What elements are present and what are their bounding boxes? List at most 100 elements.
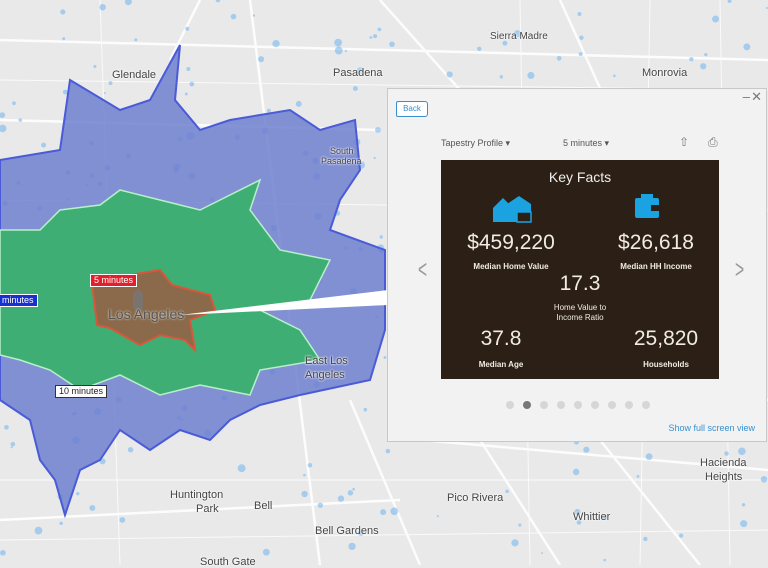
population-dot	[727, 0, 732, 3]
key-facts-card: Key Facts $459,220 Median Home Value $26…	[441, 160, 719, 379]
page-dot-5[interactable]	[574, 401, 582, 409]
page-dot-9[interactable]	[642, 401, 650, 409]
population-dot	[59, 521, 63, 526]
page-dot-8[interactable]	[625, 401, 633, 409]
population-dot	[738, 447, 746, 456]
population-dot	[380, 509, 387, 516]
population-dot	[602, 514, 608, 520]
population-dot	[574, 508, 581, 516]
median-hh-income: $26,618	[618, 231, 694, 254]
infographic-popup: Back – ✕ Tapestry Profile ▾ 5 minutes ▾ …	[387, 88, 767, 442]
population-dot	[740, 520, 748, 528]
median-hh-income-label: Median HH Income	[620, 262, 692, 271]
population-dot	[390, 507, 399, 516]
population-dot	[743, 43, 751, 51]
place-bell-gardens: Bell Gardens	[315, 525, 379, 537]
previous-arrow-icon[interactable]: <	[418, 254, 428, 284]
population-dot	[127, 447, 134, 453]
population-dot	[348, 542, 356, 551]
wallet-icon	[635, 194, 659, 218]
population-dot	[513, 30, 522, 38]
population-dot	[103, 91, 106, 94]
population-dot	[372, 34, 378, 39]
show-full-screen-link[interactable]: Show full screen view	[668, 423, 755, 433]
profile-select[interactable]: Tapestry Profile ▾	[441, 138, 510, 149]
population-dot	[760, 476, 768, 483]
population-dot	[258, 56, 265, 63]
population-dot	[307, 463, 313, 468]
house-icon	[493, 196, 532, 223]
population-dot	[252, 14, 256, 17]
back-button[interactable]: Back	[396, 101, 428, 117]
population-dot	[99, 3, 106, 11]
profile-select-value: Tapestry Profile	[441, 138, 504, 148]
chevron-down-icon: ▾	[505, 138, 511, 148]
print-icon[interactable]: ⎙	[708, 135, 718, 149]
minimize-icon[interactable]: –	[742, 89, 750, 104]
population-dot	[344, 49, 348, 53]
place-east-la-1: East Los	[305, 355, 348, 367]
population-dot	[93, 64, 97, 68]
population-dot	[540, 552, 543, 555]
page-dot-1[interactable]	[506, 401, 514, 409]
home-value-income-ratio: 17.3	[559, 272, 601, 295]
population-dot	[12, 101, 16, 106]
population-dot	[0, 124, 7, 133]
population-dot	[363, 407, 368, 412]
population-dot	[765, 6, 768, 10]
page-dot-4[interactable]	[557, 401, 565, 409]
page-dot-2[interactable]	[523, 401, 531, 409]
population-dot	[237, 464, 246, 473]
chevron-down-icon: ▾	[604, 138, 610, 148]
share-icon[interactable]: ⇧	[679, 135, 690, 149]
population-dot	[119, 517, 126, 523]
population-dot	[373, 156, 376, 160]
place-pasadena: Pasadena	[333, 67, 383, 79]
population-dot	[572, 468, 580, 476]
drive-time-5-minutes	[90, 268, 217, 353]
population-dot	[357, 529, 365, 536]
population-dot	[230, 13, 237, 20]
population-dot	[185, 26, 190, 31]
population-dot	[518, 523, 522, 527]
median-home-value-label: Median Home Value	[473, 262, 549, 271]
population-dot	[375, 127, 381, 133]
median-age-label: Median Age	[478, 360, 524, 369]
label-15-minutes: minutes	[0, 294, 38, 307]
population-dot	[678, 533, 684, 538]
next-arrow-icon[interactable]: >	[735, 254, 745, 284]
population-dot	[556, 55, 562, 61]
page-dot-7[interactable]	[608, 401, 616, 409]
population-dot	[704, 52, 708, 57]
population-dot	[612, 74, 616, 78]
population-dot	[583, 446, 590, 453]
population-dot	[10, 446, 13, 449]
time-select[interactable]: 5 minutes ▾	[563, 138, 609, 149]
place-south-pasadena-2: Pasadena	[321, 156, 362, 166]
page-dot-6[interactable]	[591, 401, 599, 409]
population-dot	[0, 112, 6, 118]
close-icon[interactable]: ✕	[751, 89, 762, 104]
place-glendale: Glendale	[112, 69, 157, 81]
population-dot	[317, 502, 324, 508]
population-dot	[645, 453, 653, 461]
population-dot	[643, 536, 648, 542]
median-age: 37.8	[480, 327, 522, 350]
label-5-minutes: 5 minutes	[90, 274, 138, 287]
population-dot	[89, 504, 96, 511]
population-dot	[352, 487, 355, 491]
population-dot	[499, 75, 504, 79]
place-whittier: Whittier	[573, 511, 611, 523]
population-dot	[377, 27, 382, 32]
population-dot	[337, 495, 345, 502]
popup-pointer	[180, 290, 388, 315]
population-dot	[189, 81, 195, 87]
population-dot	[446, 71, 453, 78]
population-dot	[511, 539, 519, 547]
population-dot	[689, 57, 694, 62]
population-dot	[41, 142, 47, 148]
ratio-label-line-1: Home Value to	[553, 303, 607, 312]
population-dot	[186, 66, 191, 71]
place-huntington-2: Park	[196, 503, 219, 515]
page-dot-3[interactable]	[540, 401, 548, 409]
